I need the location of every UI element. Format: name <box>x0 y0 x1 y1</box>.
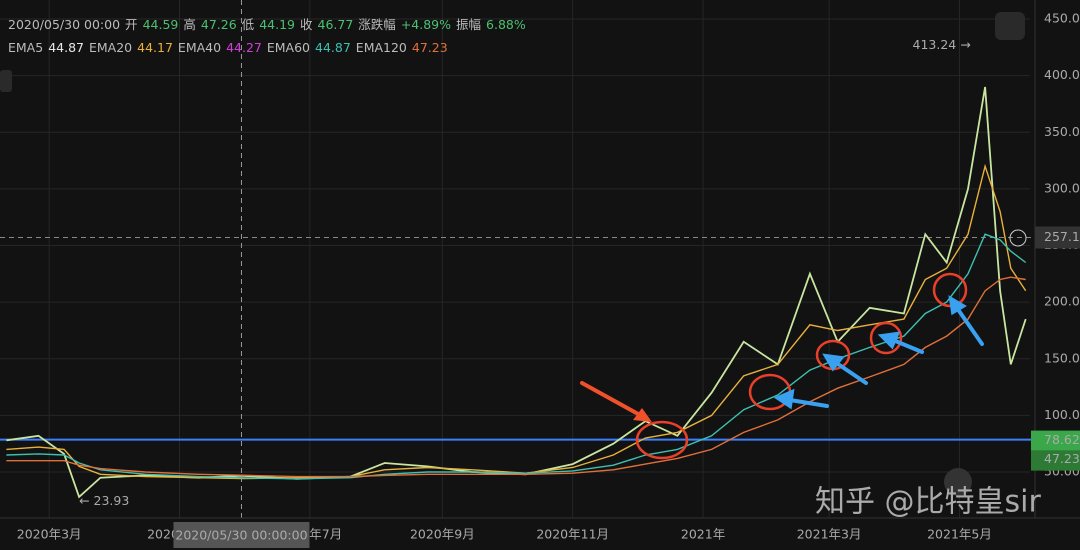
info-value: +4.89% <box>400 17 451 32</box>
x-tick-label: 2020年9月 <box>410 527 475 542</box>
crosshair-tag <box>173 522 310 548</box>
x-tick-label: 2021年 <box>681 527 725 542</box>
info-value: 47.26 <box>200 17 237 32</box>
ohlc-info: 2020/05/30 00:00 开 44.59 高 47.26 低 44.19 收 46.77… <box>8 14 531 33</box>
info-label: 低 <box>241 17 255 32</box>
add-button[interactable] <box>1009 229 1027 247</box>
info-value: 6.88% <box>486 17 526 32</box>
info-value: 44.19 <box>259 17 295 32</box>
legend-value: 47.23 <box>411 40 448 55</box>
legend-name: EMA120 <box>355 40 407 55</box>
arrows <box>580 295 984 422</box>
x-tick-label: 2021年3月 <box>797 527 862 542</box>
toggle-button[interactable] <box>995 12 1025 40</box>
y-tick-label: 200.00 <box>1044 294 1080 309</box>
annotation: ← 23.93 <box>79 493 129 508</box>
y-tick-label: 150.00 <box>1044 350 1080 365</box>
info-value: 44.59 <box>142 17 179 32</box>
info-label: 涨跌幅 <box>358 17 396 32</box>
highlights <box>635 272 968 460</box>
price-tag <box>1035 226 1080 249</box>
legend-name: EMA40 <box>177 40 222 55</box>
y-tick-label: 350.00 <box>1044 124 1080 139</box>
level-tag <box>1031 430 1080 451</box>
legend-value: 44.27 <box>226 40 262 55</box>
y-tick-label: 400.00 <box>1044 67 1080 82</box>
legend-value: 44.17 <box>137 40 173 55</box>
annotation: 413.24 → <box>913 37 971 52</box>
x-tick-label: 2021年5月 <box>927 527 992 542</box>
watermark: 知乎 @比特皇sir <box>815 485 1042 520</box>
scroll-button[interactable] <box>944 468 972 496</box>
crosshair-label: 2020/05/30 00:00:00 <box>175 528 307 543</box>
level-tag-label: 78.62 <box>1044 432 1080 447</box>
ema-tag-label: 47.23 <box>1044 451 1080 466</box>
info-date: 2020/05/30 00:00 <box>8 17 121 32</box>
x-tick-label: 2020年3月 <box>17 527 82 542</box>
y-tick-label: 450.00 <box>1044 11 1080 26</box>
legend-name: EMA5 <box>8 40 44 55</box>
legend-value: 44.87 <box>315 40 351 55</box>
info-label: 开 <box>125 17 138 32</box>
info-label: 高 <box>183 17 196 32</box>
side-tab[interactable] <box>0 70 12 92</box>
legend: EMA5 44.87 EMA20 44.17 EMA40 44.27 EMA60 44.87 E… <box>8 40 453 55</box>
y-tick-label: 300.00 <box>1044 180 1080 195</box>
ema-tag <box>1031 450 1080 471</box>
legend-name: EMA60 <box>266 40 310 55</box>
info-value: 46.77 <box>317 17 354 32</box>
series-line <box>6 233 1027 480</box>
x-tick-label: 2020年11月 <box>536 527 609 542</box>
legend-name: EMA20 <box>88 40 133 55</box>
y-tick-label: 100.00 <box>1044 407 1080 422</box>
series-line <box>6 276 1026 478</box>
series-line <box>6 163 1027 480</box>
info-label: 收 <box>299 17 313 32</box>
price-tag-label: 257.1 <box>1044 229 1080 244</box>
series-line <box>6 86 1027 499</box>
info-label: 振幅 <box>456 17 482 32</box>
legend-value: 44.87 <box>48 40 84 55</box>
